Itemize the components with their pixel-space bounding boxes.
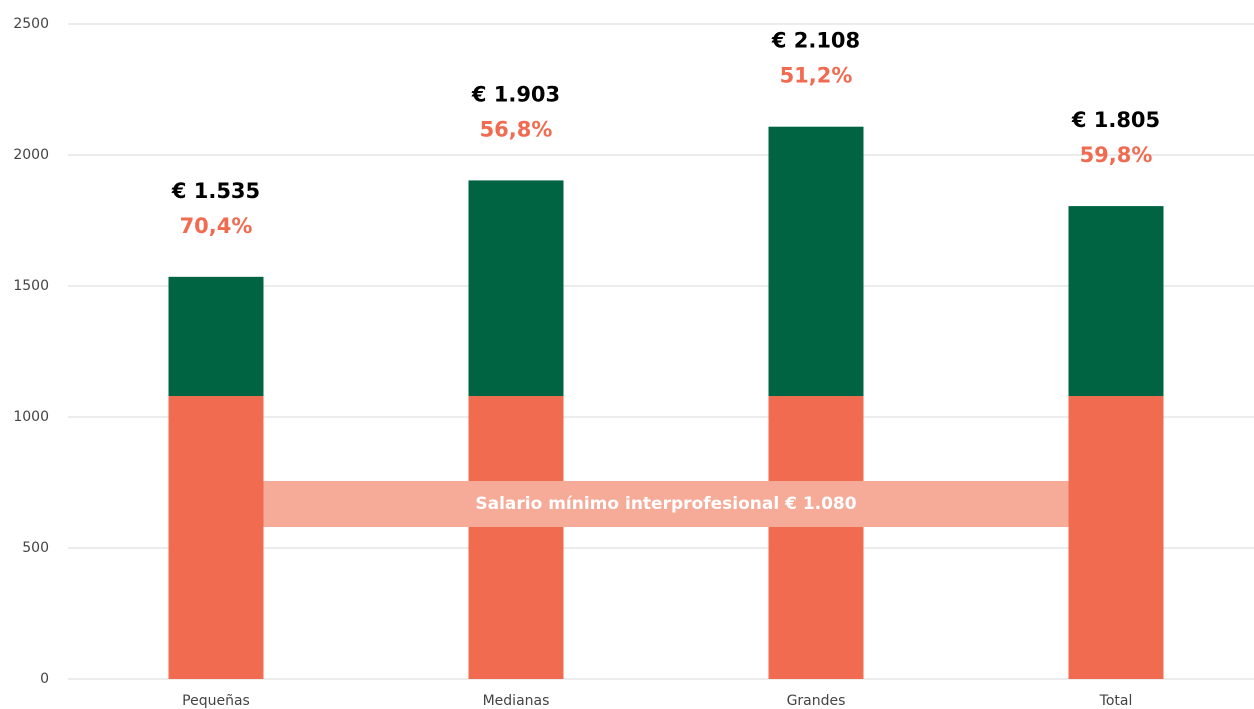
bar-segment [468, 396, 564, 679]
annotation-band [263, 481, 1069, 527]
x-tick-label: Grandes [787, 693, 846, 709]
y-tick-label: 2500 [13, 16, 49, 32]
bar-segment [768, 396, 864, 679]
bar-segment [1068, 396, 1164, 679]
y-tick-label: 500 [22, 540, 49, 556]
total-label: € 2.108 [771, 29, 860, 53]
total-label: € 1.805 [1071, 108, 1160, 132]
annotation: Salario mínimo interprofesional € 1.080 [475, 494, 856, 514]
x-tick-label: Medianas [483, 693, 550, 709]
bar-segment [168, 396, 264, 679]
share-label: 59,8% [1080, 143, 1153, 167]
total-label: € 1.535 [171, 179, 260, 203]
bar-segment [168, 276, 264, 397]
y-tick-label: 1000 [13, 409, 49, 425]
bar-segment [768, 126, 864, 397]
x-tick-label: Pequeñas [182, 693, 250, 709]
bar-segment [468, 180, 564, 397]
x-tick-label: Total [1099, 693, 1133, 709]
y-tick-label: 1500 [13, 278, 49, 294]
y-tick-label: 0 [40, 671, 49, 687]
share-label: 56,8% [480, 117, 553, 141]
total-label: € 1.903 [471, 82, 560, 106]
share-label: 70,4% [180, 214, 253, 238]
share-label: 51,2% [780, 64, 853, 88]
y-tick-label: 2000 [13, 147, 49, 163]
bar-segment [1068, 206, 1164, 397]
